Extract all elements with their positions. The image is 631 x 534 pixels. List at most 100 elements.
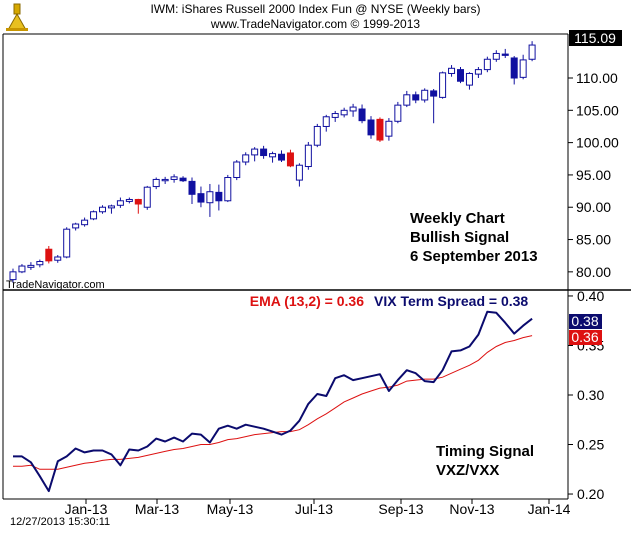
candle-body [430, 90, 438, 97]
candle [251, 147, 259, 162]
price-y-tick-label: 105.00 [576, 102, 619, 118]
candle-body [295, 164, 303, 181]
price-annotation-line-3: 6 September 2013 [410, 248, 538, 265]
price-y-tick-label: 110.00 [576, 70, 618, 86]
candle [36, 259, 44, 268]
candle-body [107, 205, 115, 209]
candle-body [412, 94, 420, 101]
candle-body [242, 154, 250, 163]
candle [107, 204, 115, 214]
indicator-annotation-line-1: Timing Signal [436, 443, 534, 460]
candle-body [322, 116, 330, 127]
last-price-label: 115.09 [574, 30, 616, 46]
candle-body [376, 118, 384, 141]
candle [72, 222, 80, 231]
candle-body [439, 72, 447, 98]
price-y-tick-label: 80.00 [576, 264, 611, 280]
ema-value-tag-bg [569, 330, 602, 345]
candle [457, 67, 464, 84]
candle [376, 117, 384, 142]
legend-ema: EMA (13,2) = 0.36 [250, 293, 364, 309]
candle [519, 54, 527, 80]
watermark: TradeNavigator.com [6, 279, 105, 291]
candle-body [510, 57, 518, 79]
candle [197, 186, 205, 208]
candle-body [519, 59, 527, 78]
candle-body [99, 206, 106, 213]
candle-body [349, 106, 357, 112]
candle-body [197, 193, 205, 203]
candle [385, 118, 393, 141]
candle-body [188, 180, 196, 195]
x-tick-label: Mar-13 [135, 501, 180, 517]
candle-body [492, 52, 500, 60]
candle [18, 264, 26, 274]
candle-body [457, 69, 464, 82]
candle [286, 149, 294, 168]
candle-body [224, 177, 232, 202]
candle-body [179, 177, 187, 182]
candle [304, 141, 312, 170]
candle [322, 114, 330, 132]
candle-body [90, 211, 98, 220]
price-panel-frame [2, 33, 569, 290]
candle [483, 56, 491, 73]
candle [269, 151, 277, 163]
candle [412, 91, 420, 104]
candle-body [260, 148, 268, 157]
candle [278, 150, 285, 162]
candle-body [116, 200, 124, 206]
candle [421, 88, 429, 103]
indicator-y-tick-label: 0.20 [577, 486, 604, 502]
candle [260, 145, 268, 159]
price-y-tick-label: 85.00 [576, 232, 611, 248]
candle-body [152, 178, 160, 188]
price-y-tick-label: 100.00 [576, 135, 619, 151]
candle-body [501, 53, 509, 56]
candle [9, 268, 17, 283]
candle [465, 72, 473, 90]
candle [125, 197, 133, 204]
candle [331, 110, 339, 122]
indicator-y-tick-label: 0.40 [577, 288, 604, 304]
trade-navigator-logo-icon [6, 3, 28, 31]
candle [206, 183, 214, 217]
candle-body [134, 198, 142, 205]
candle [501, 48, 509, 58]
price-y-tick-label: 95.00 [576, 167, 611, 183]
x-tick-label: Jan-14 [528, 501, 571, 517]
candle [233, 160, 241, 181]
indicator-annotation-line-2: VXZ/VXX [436, 462, 499, 479]
candle [295, 163, 303, 187]
candle [358, 104, 366, 124]
timestamp: 12/27/2013 15:30:11 [10, 516, 111, 528]
vix-value-tag: 0.38 [569, 313, 602, 329]
last-price-tag-bg [569, 30, 622, 46]
candle-body [358, 108, 366, 122]
x-tick-label: May-13 [207, 501, 254, 517]
ema-value-label: 0.36 [571, 329, 598, 345]
vix-value-label: 0.38 [571, 313, 598, 329]
price-y-axis: 80.00 85.00 90.00 95.00 100.00 105.00 110.00 [568, 70, 619, 280]
candle [99, 205, 106, 214]
x-tick-label: Jan-13 [65, 501, 108, 517]
candle-body [465, 72, 473, 86]
candle-body [9, 271, 17, 281]
candle [474, 67, 482, 78]
candle-body [233, 161, 241, 179]
candle-body [161, 178, 169, 182]
vix-series-line [13, 310, 533, 493]
candle-body [394, 104, 402, 122]
candle [116, 197, 124, 208]
candle-body [170, 176, 178, 180]
chart-subtitle: www.TradeNavigator.com © 1999-2013 [210, 17, 421, 31]
candle [492, 50, 500, 62]
candle [170, 174, 178, 183]
candle [215, 184, 223, 211]
candle-body [143, 186, 151, 208]
candle-body [286, 152, 294, 167]
candle-body [278, 153, 285, 161]
price-annotation-line-2: Bullish Signal [410, 229, 509, 246]
candle [439, 71, 447, 99]
candle-body [528, 44, 536, 60]
